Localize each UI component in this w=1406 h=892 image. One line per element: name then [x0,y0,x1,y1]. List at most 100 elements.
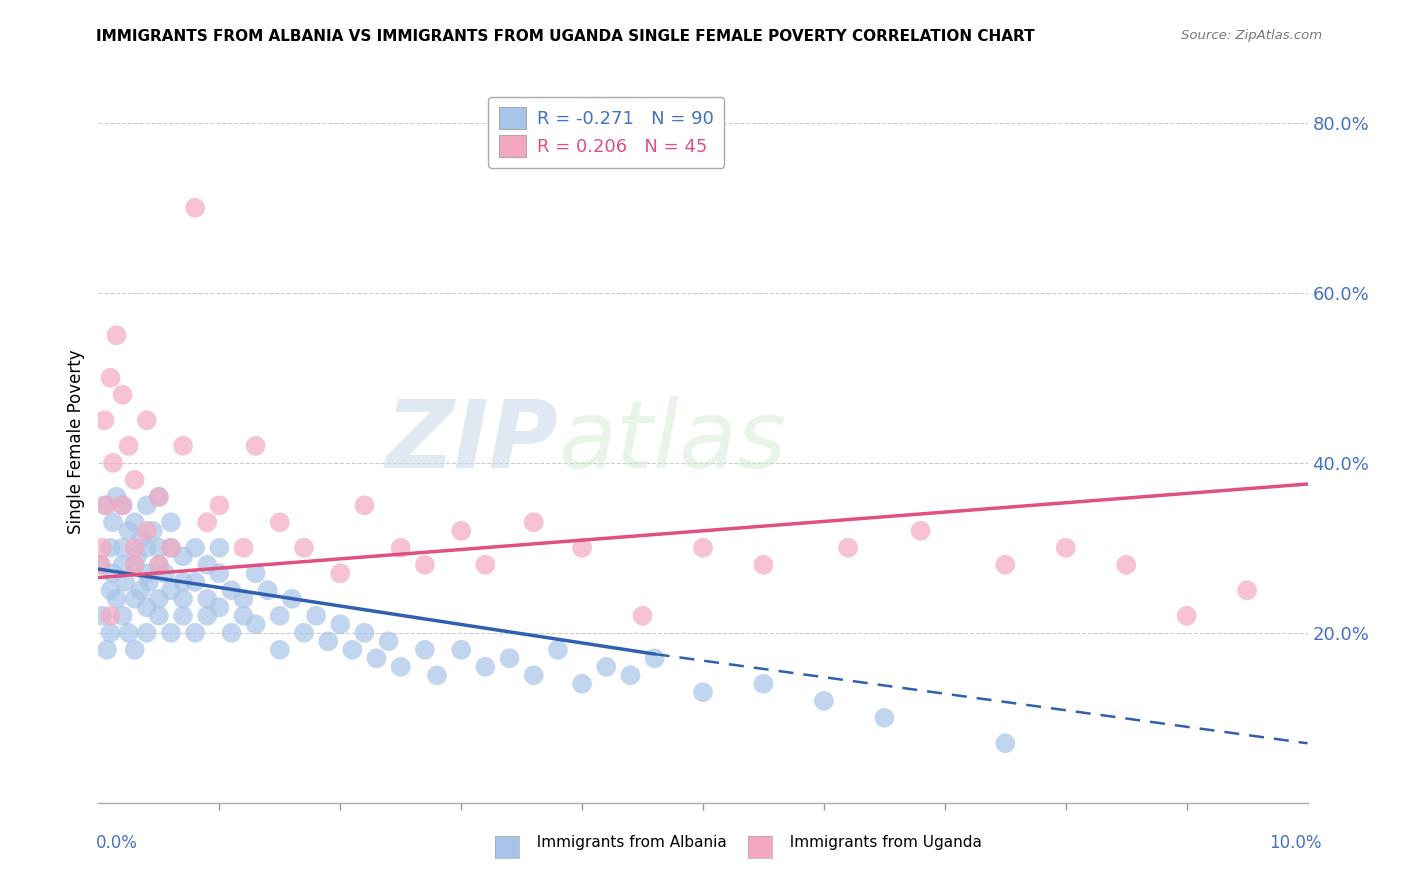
Point [148,591,170,606]
Point [329,566,352,581]
Point [195,591,218,606]
Point [269,642,291,657]
Point [547,642,569,657]
Point [353,498,375,512]
Point [644,651,666,665]
Point [1175,608,1198,623]
Point [124,558,146,572]
Point [90,558,112,572]
Point [377,634,399,648]
Point [111,498,134,512]
Text: IMMIGRANTS FROM ALBANIA VS IMMIGRANTS FROM UGANDA SINGLE FEMALE POVERTY CORRELAT: IMMIGRANTS FROM ALBANIA VS IMMIGRANTS FR… [96,29,1035,44]
Point [101,456,124,470]
Point [118,625,141,640]
Point [111,558,134,572]
Point [450,524,472,538]
Point [413,642,436,657]
Text: Immigrants from Albania: Immigrants from Albania [527,836,727,850]
Point [692,541,714,555]
Point [184,541,207,555]
Point [184,574,207,589]
Point [124,473,146,487]
Point [142,524,165,538]
Point [1054,541,1077,555]
Point [281,591,304,606]
Point [111,498,134,512]
Point [129,533,152,547]
Point [135,413,157,427]
Y-axis label: Single Female Poverty: Single Female Poverty [66,350,84,533]
Point [292,541,315,555]
Point [135,498,157,512]
Point [316,634,339,648]
Point [111,541,134,555]
Point [305,608,328,623]
Point [994,558,1017,572]
Point [208,498,231,512]
Point [148,608,170,623]
Point [160,583,183,598]
Point [571,541,593,555]
Point [96,498,118,512]
Point [100,371,122,385]
Point [172,591,194,606]
Point [105,490,128,504]
Point [101,566,124,581]
Point [118,524,141,538]
Point [135,600,157,615]
Point [172,439,194,453]
Point [135,541,157,555]
Point [450,642,472,657]
Text: ZIP: ZIP [385,395,558,488]
Point [245,439,267,453]
Point [100,583,122,598]
Point [474,660,496,674]
Point [160,625,183,640]
Point [105,328,128,343]
Point [172,549,194,564]
Point [221,583,243,598]
Point [873,711,896,725]
Point [232,541,254,555]
Point [96,642,118,657]
Text: 10.0%: 10.0% [1270,834,1322,852]
Point [138,574,160,589]
Point [353,625,375,640]
Point [910,524,932,538]
Point [208,566,231,581]
Point [124,591,146,606]
Point [498,651,520,665]
Point [160,541,183,555]
Point [195,608,218,623]
Point [124,541,146,555]
Point [232,608,254,623]
Point [172,608,194,623]
Point [256,583,278,598]
Point [752,677,775,691]
Point [208,600,231,615]
Point [101,516,124,530]
Point [111,608,134,623]
Point [474,558,496,572]
Point [221,625,243,640]
Point [160,516,183,530]
Point [631,608,654,623]
Point [813,694,835,708]
Point [127,549,149,564]
Point [329,617,352,632]
Text: atlas: atlas [558,396,786,487]
Point [269,516,291,530]
Point [619,668,641,682]
Point [114,574,136,589]
Point [692,685,714,699]
Point [269,608,291,623]
Point [172,574,194,589]
Point [523,668,546,682]
Point [100,608,122,623]
Point [389,660,412,674]
Point [90,558,112,572]
Point [184,201,207,215]
Point [124,558,146,572]
Text: Immigrants from Uganda: Immigrants from Uganda [780,836,983,850]
Point [148,558,170,572]
